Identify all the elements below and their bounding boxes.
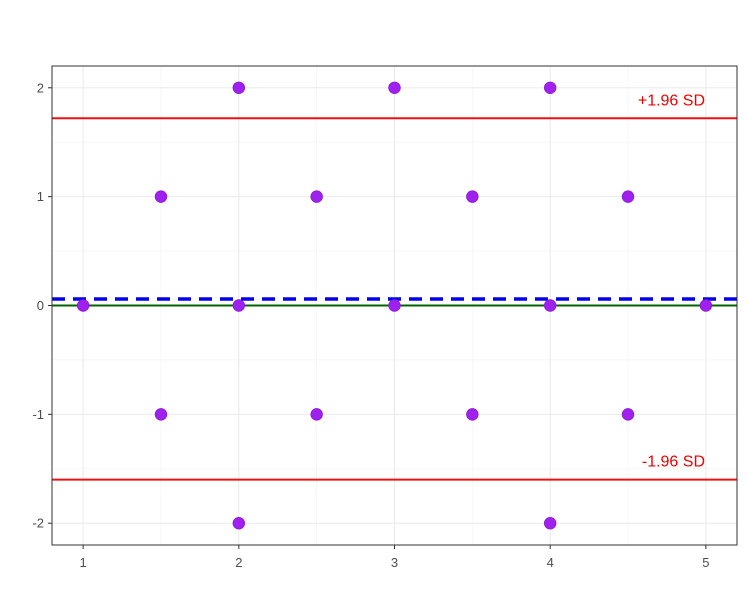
y-tick-label: -2 — [32, 516, 44, 531]
data-point — [621, 408, 635, 421]
data-points — [76, 81, 713, 530]
x-tick-label: 1 — [80, 555, 87, 570]
data-point — [543, 299, 557, 312]
y-tick-label: -1 — [32, 407, 44, 422]
x-tick-label: 2 — [235, 555, 242, 570]
data-point — [699, 299, 713, 312]
y-tick-label: 0 — [37, 298, 44, 313]
data-point — [466, 190, 479, 203]
data-point — [466, 408, 479, 421]
data-point — [388, 299, 401, 312]
y-tick-label: 1 — [37, 189, 44, 204]
data-point — [232, 517, 246, 530]
x-tick-label: 5 — [702, 555, 709, 570]
x-tick-label: 4 — [547, 555, 554, 570]
y-tick-label: 2 — [37, 80, 44, 95]
data-point — [76, 299, 90, 312]
data-point — [310, 408, 323, 421]
data-point — [388, 81, 401, 94]
lower-limit-label: -1.96 SD — [642, 454, 705, 471]
data-point — [543, 81, 557, 94]
data-point — [232, 81, 246, 94]
reference-line-labels: +1.96 SD -1.96 SD — [638, 92, 705, 470]
data-point — [232, 299, 246, 312]
data-point — [154, 190, 168, 203]
x-tick-label: 3 — [391, 555, 398, 570]
x-axis: 1 2 3 4 5 — [80, 545, 709, 570]
y-axis: -2 -1 0 1 2 — [32, 80, 52, 531]
data-point — [543, 517, 557, 530]
data-point — [621, 190, 635, 203]
upper-limit-label: +1.96 SD — [638, 92, 705, 109]
data-point — [310, 190, 323, 203]
data-point — [154, 408, 168, 421]
